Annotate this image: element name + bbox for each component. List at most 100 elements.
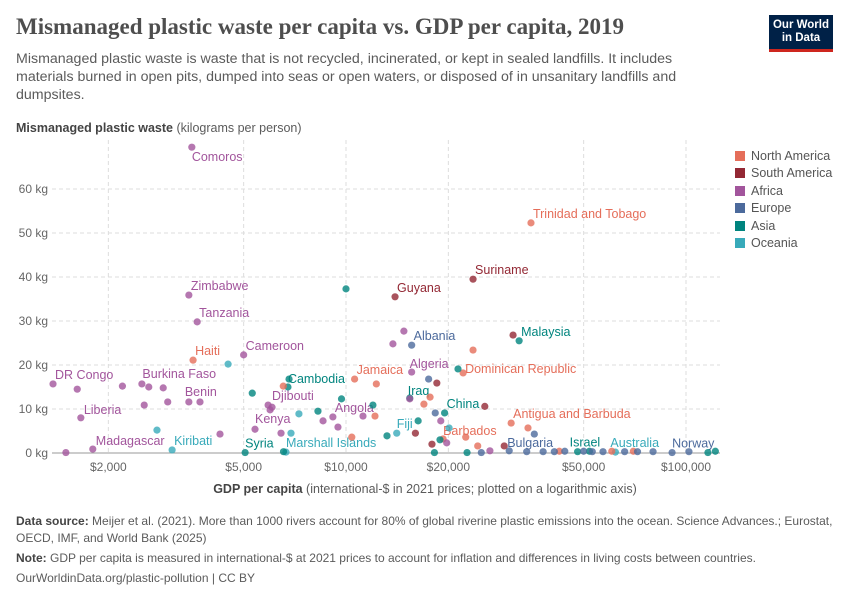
data-point[interactable]	[216, 430, 224, 438]
data-point[interactable]	[431, 409, 439, 417]
source-text[interactable]: Meijer et al. (2021). More than 1000 riv…	[16, 514, 833, 545]
point-madagascar[interactable]	[89, 445, 97, 453]
data-point[interactable]	[500, 442, 508, 450]
data-point[interactable]	[285, 375, 293, 383]
point-syria[interactable]	[241, 448, 249, 457]
point-zimbabwe[interactable]	[185, 291, 193, 299]
legend-item-europe[interactable]: Europe	[735, 200, 832, 218]
data-point[interactable]	[372, 380, 380, 388]
data-point[interactable]	[334, 423, 342, 431]
point-fiji[interactable]	[393, 429, 401, 437]
data-point[interactable]	[266, 406, 274, 414]
data-point[interactable]	[159, 384, 167, 392]
data-point[interactable]	[437, 417, 445, 425]
data-point[interactable]	[140, 401, 148, 409]
data-point[interactable]	[539, 448, 547, 456]
data-point[interactable]	[279, 382, 287, 390]
data-point[interactable]	[649, 448, 657, 456]
data-point[interactable]	[426, 393, 434, 401]
data-point[interactable]	[430, 448, 439, 457]
url[interactable]: OurWorldinData.org/plastic-pollution | C…	[16, 571, 255, 585]
point-tanzania[interactable]	[193, 318, 201, 326]
data-point[interactable]	[371, 412, 379, 420]
data-point[interactable]	[477, 448, 485, 457]
data-point[interactable]	[530, 430, 538, 438]
point-trinidad-and-tobago[interactable]	[527, 219, 535, 227]
legend-item-oceania[interactable]: Oceania	[735, 235, 832, 253]
data-point[interactable]	[445, 424, 453, 432]
data-point[interactable]	[314, 407, 322, 415]
point-burkina-faso[interactable]	[118, 382, 127, 390]
point-haiti[interactable]	[189, 356, 197, 364]
data-point[interactable]	[608, 447, 616, 455]
data-point[interactable]	[153, 426, 161, 434]
point-kenya[interactable]	[251, 425, 259, 433]
data-point[interactable]	[369, 401, 377, 409]
point-jamaica[interactable]	[351, 375, 359, 383]
data-point[interactable]	[414, 417, 422, 425]
data-point[interactable]	[248, 389, 256, 397]
data-point[interactable]	[337, 395, 346, 403]
data-point[interactable]	[420, 400, 428, 408]
data-point[interactable]	[481, 402, 489, 410]
data-point[interactable]	[633, 448, 642, 456]
data-point[interactable]	[383, 432, 391, 440]
data-point[interactable]	[164, 398, 172, 406]
point-malaysia[interactable]	[515, 337, 523, 345]
legend-item-north-america[interactable]: North America	[735, 147, 832, 165]
point-antigua-and-barbuda[interactable]	[507, 419, 515, 427]
data-point[interactable]	[348, 433, 356, 441]
point-benin[interactable]	[185, 398, 193, 406]
legend-item-africa[interactable]: Africa	[735, 182, 832, 200]
point-china[interactable]	[441, 409, 449, 417]
data-point[interactable]	[486, 447, 494, 455]
data-point[interactable]	[389, 340, 397, 348]
data-point[interactable]	[704, 448, 712, 457]
legend-item-asia[interactable]: Asia	[735, 217, 832, 235]
point-norway[interactable]	[668, 448, 676, 457]
data-point[interactable]	[342, 285, 350, 293]
data-point[interactable]	[433, 379, 441, 387]
data-point[interactable]	[277, 429, 285, 437]
data-point[interactable]	[138, 380, 146, 388]
point-bulgaria[interactable]	[505, 447, 513, 455]
data-point[interactable]	[443, 439, 451, 447]
data-point[interactable]	[588, 448, 596, 456]
data-point[interactable]	[319, 417, 327, 425]
point-dr-congo[interactable]	[49, 380, 57, 388]
data-point[interactable]	[425, 375, 433, 383]
data-point[interactable]	[550, 448, 558, 456]
data-point[interactable]	[196, 398, 204, 406]
data-point[interactable]	[580, 447, 588, 455]
data-point[interactable]	[474, 442, 482, 450]
data-point[interactable]	[599, 448, 607, 456]
point-comoros[interactable]	[188, 143, 196, 151]
point-israel[interactable]	[574, 448, 582, 456]
data-point[interactable]	[454, 365, 462, 373]
data-point[interactable]	[359, 412, 367, 420]
point-liberia[interactable]	[77, 414, 85, 422]
legend-item-south-america[interactable]: South America	[735, 165, 832, 183]
data-point[interactable]	[436, 436, 444, 444]
data-point[interactable]	[145, 383, 153, 391]
data-point[interactable]	[400, 327, 408, 335]
data-point[interactable]	[406, 395, 414, 403]
data-point[interactable]	[287, 429, 295, 437]
point-albania[interactable]	[408, 341, 416, 349]
owid-logo[interactable]: Our World in Data	[769, 15, 833, 52]
data-point[interactable]	[411, 429, 420, 437]
point-kiribati[interactable]	[168, 446, 176, 454]
data-point[interactable]	[73, 385, 81, 393]
data-point[interactable]	[509, 331, 517, 339]
data-point[interactable]	[621, 448, 629, 456]
data-point[interactable]	[428, 440, 436, 448]
point-suriname[interactable]	[469, 275, 477, 283]
data-point[interactable]	[524, 424, 532, 432]
data-point[interactable]	[224, 360, 232, 368]
point-cameroon[interactable]	[240, 351, 248, 359]
data-point[interactable]	[463, 448, 471, 457]
point-algeria[interactable]	[408, 368, 416, 376]
data-point[interactable]	[685, 448, 693, 456]
data-point[interactable]	[62, 448, 70, 457]
point-angola[interactable]	[329, 413, 337, 421]
